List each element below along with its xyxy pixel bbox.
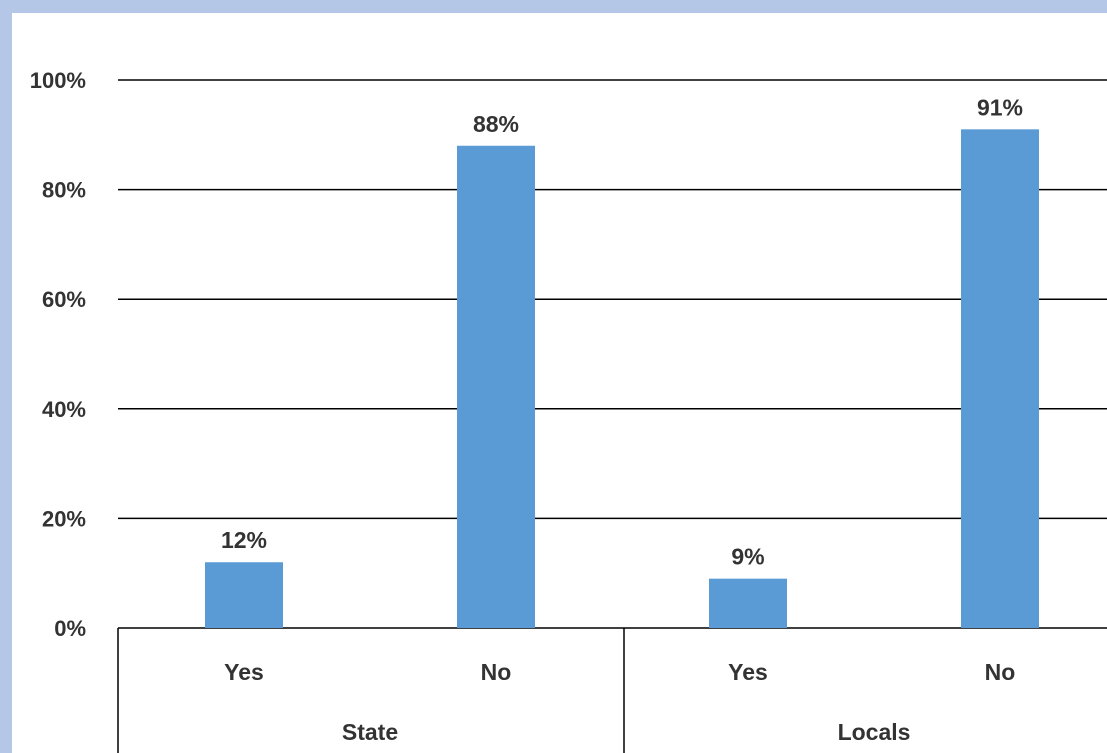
bar xyxy=(205,562,283,628)
data-label: 91% xyxy=(977,94,1023,120)
x-tick-label: Yes xyxy=(224,659,264,685)
bar xyxy=(457,145,535,628)
x-tick-label: Yes xyxy=(728,659,768,685)
y-tick-label: 100% xyxy=(30,68,86,93)
y-tick-label: 20% xyxy=(42,506,86,531)
y-tick-label: 80% xyxy=(42,178,86,203)
data-label: 9% xyxy=(731,544,764,570)
data-label: 12% xyxy=(221,527,267,553)
group-label: State xyxy=(342,719,398,745)
bar xyxy=(961,129,1039,628)
x-tick-label: No xyxy=(985,659,1016,685)
chart-panel xyxy=(12,13,1107,753)
bar xyxy=(709,578,787,628)
group-label: Locals xyxy=(838,719,911,745)
y-tick-label: 0% xyxy=(54,616,86,641)
x-tick-label: No xyxy=(481,659,512,685)
y-tick-label: 40% xyxy=(42,397,86,422)
y-tick-label: 60% xyxy=(42,287,86,312)
data-label: 88% xyxy=(473,111,519,137)
